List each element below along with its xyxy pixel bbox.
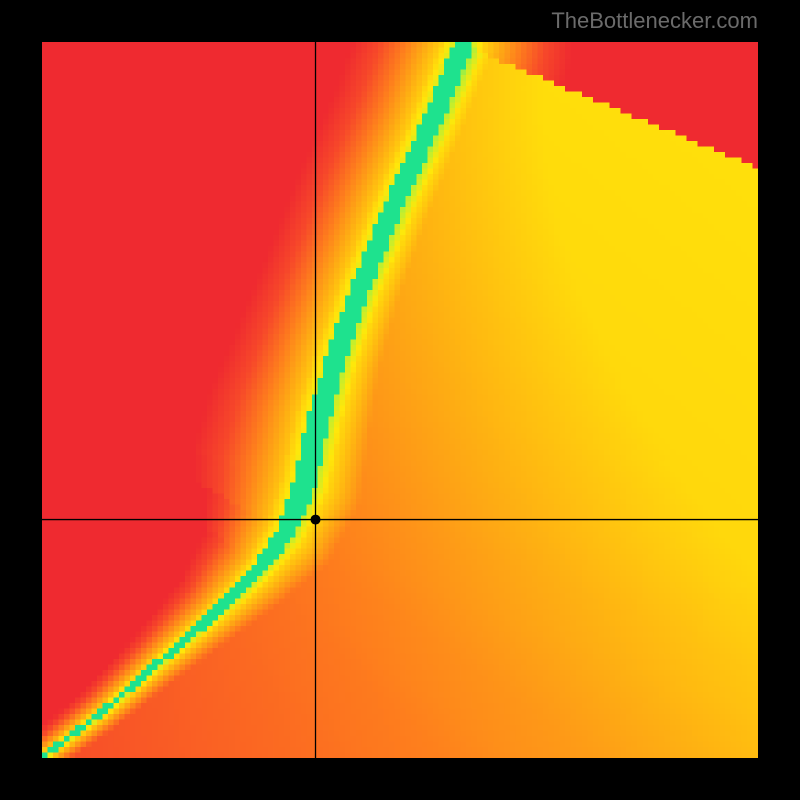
watermark-text: TheBottlenecker.com xyxy=(551,8,758,34)
heatmap-canvas xyxy=(42,42,758,758)
chart-container: TheBottlenecker.com xyxy=(0,0,800,800)
